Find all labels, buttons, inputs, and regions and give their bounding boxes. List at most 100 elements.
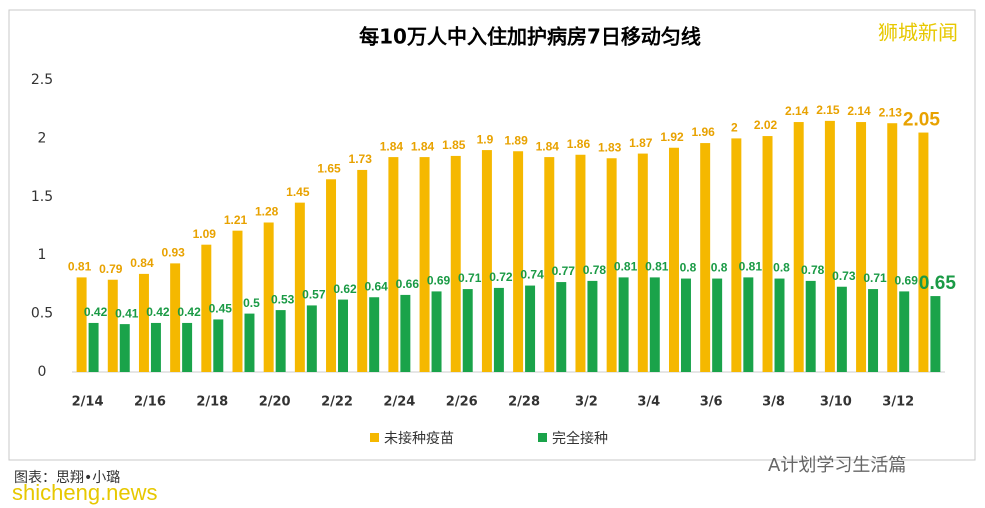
site: shicheng.news	[12, 480, 158, 505]
bar	[712, 278, 723, 372]
bar	[868, 289, 879, 372]
bar	[649, 277, 660, 372]
x-tick-label: 2/28	[508, 395, 540, 410]
data-label: 1.96	[691, 125, 715, 139]
bar	[388, 157, 399, 372]
bar	[244, 313, 255, 372]
data-label: 0.53	[271, 292, 295, 306]
data-label: 0.78	[801, 263, 825, 277]
bar	[669, 147, 679, 372]
bar	[774, 278, 785, 372]
y-tick-label: 1	[38, 247, 47, 263]
bar	[107, 279, 118, 372]
bar	[462, 289, 473, 372]
data-label: 2.05	[903, 110, 940, 131]
bar	[544, 157, 555, 372]
data-label: 0.42	[177, 305, 201, 319]
bar	[76, 277, 87, 372]
bar	[824, 120, 835, 372]
watermark: 狮城新闻	[878, 21, 958, 45]
data-label: 0.8	[680, 261, 697, 275]
data-label: 2.14	[785, 104, 809, 118]
bar	[201, 244, 212, 372]
bar	[493, 287, 504, 372]
bar	[743, 277, 754, 372]
data-label: 1.9	[477, 132, 494, 146]
data-label: 0.71	[458, 271, 482, 285]
y-tick-label: 0.5	[31, 306, 53, 322]
data-label: 1.85	[442, 138, 466, 152]
x-tick-label: 2/18	[196, 395, 228, 410]
data-label: 1.84	[411, 139, 435, 153]
data-label: 0.65	[919, 273, 956, 294]
chart-frame	[8, 9, 976, 461]
bar	[119, 324, 130, 372]
bar	[294, 202, 305, 372]
bar	[182, 322, 193, 372]
data-label: 0.45	[209, 302, 233, 316]
data-label: 0.79	[99, 262, 123, 276]
bar	[150, 322, 161, 372]
bar	[306, 305, 317, 372]
bar	[513, 151, 524, 372]
bar	[731, 138, 742, 372]
bar	[587, 280, 598, 372]
x-tick-label: 2/14	[72, 395, 104, 410]
bar	[836, 286, 847, 372]
legend-label: 未接种疫苗	[384, 430, 454, 447]
bar	[575, 154, 586, 372]
bar	[450, 155, 461, 372]
legend-label: 完全接种	[552, 430, 608, 447]
data-label: 0.69	[895, 274, 919, 288]
data-label: 1.21	[224, 213, 248, 227]
x-tick-label: 3/10	[820, 395, 852, 410]
bar	[369, 297, 380, 372]
data-label: 1.92	[660, 130, 684, 144]
legend-swatch	[370, 433, 379, 442]
data-label: 2.15	[816, 103, 840, 117]
bar	[357, 169, 368, 372]
bar	[899, 291, 910, 372]
legend-swatch	[538, 433, 547, 442]
x-tick-label: 2/16	[134, 395, 166, 410]
data-label: 0.8	[773, 261, 790, 275]
data-label: 0.81	[614, 260, 638, 274]
bar	[481, 150, 492, 372]
data-label: 2	[731, 121, 738, 135]
x-tick-label: 3/4	[637, 395, 660, 410]
bar	[525, 285, 536, 372]
bar	[138, 273, 149, 372]
data-label: 0.93	[161, 246, 185, 260]
data-label: 1.09	[193, 227, 217, 241]
data-label: 0.41	[115, 306, 139, 320]
bar	[431, 291, 442, 372]
data-label: 0.77	[552, 264, 576, 278]
bar	[606, 158, 617, 372]
bar	[762, 136, 773, 372]
account: A计划学习生活篇	[768, 455, 906, 476]
data-label: 0.64	[365, 279, 389, 293]
data-label: 1.87	[629, 136, 653, 150]
x-tick-label: 3/12	[882, 395, 914, 410]
data-label: 1.84	[380, 139, 404, 153]
data-label: 1.89	[504, 133, 528, 147]
data-label: 0.42	[146, 305, 170, 319]
bar	[275, 310, 286, 372]
bar	[88, 322, 99, 372]
bar	[213, 319, 224, 372]
bar	[170, 263, 181, 372]
data-label: 2.02	[754, 118, 778, 132]
x-tick-label: 2/26	[446, 395, 478, 410]
data-label: 0.78	[583, 263, 607, 277]
data-label: 2.14	[847, 104, 871, 118]
data-label: 0.81	[645, 260, 669, 274]
bar	[419, 157, 430, 372]
source: 图表：思翔•小璐	[14, 470, 120, 486]
data-label: 1.83	[598, 140, 622, 154]
x-tick-label: 3/2	[575, 395, 598, 410]
data-label: 1.84	[536, 139, 560, 153]
data-label: 0.62	[333, 282, 357, 296]
bar	[232, 230, 243, 372]
data-label: 0.69	[427, 274, 451, 288]
